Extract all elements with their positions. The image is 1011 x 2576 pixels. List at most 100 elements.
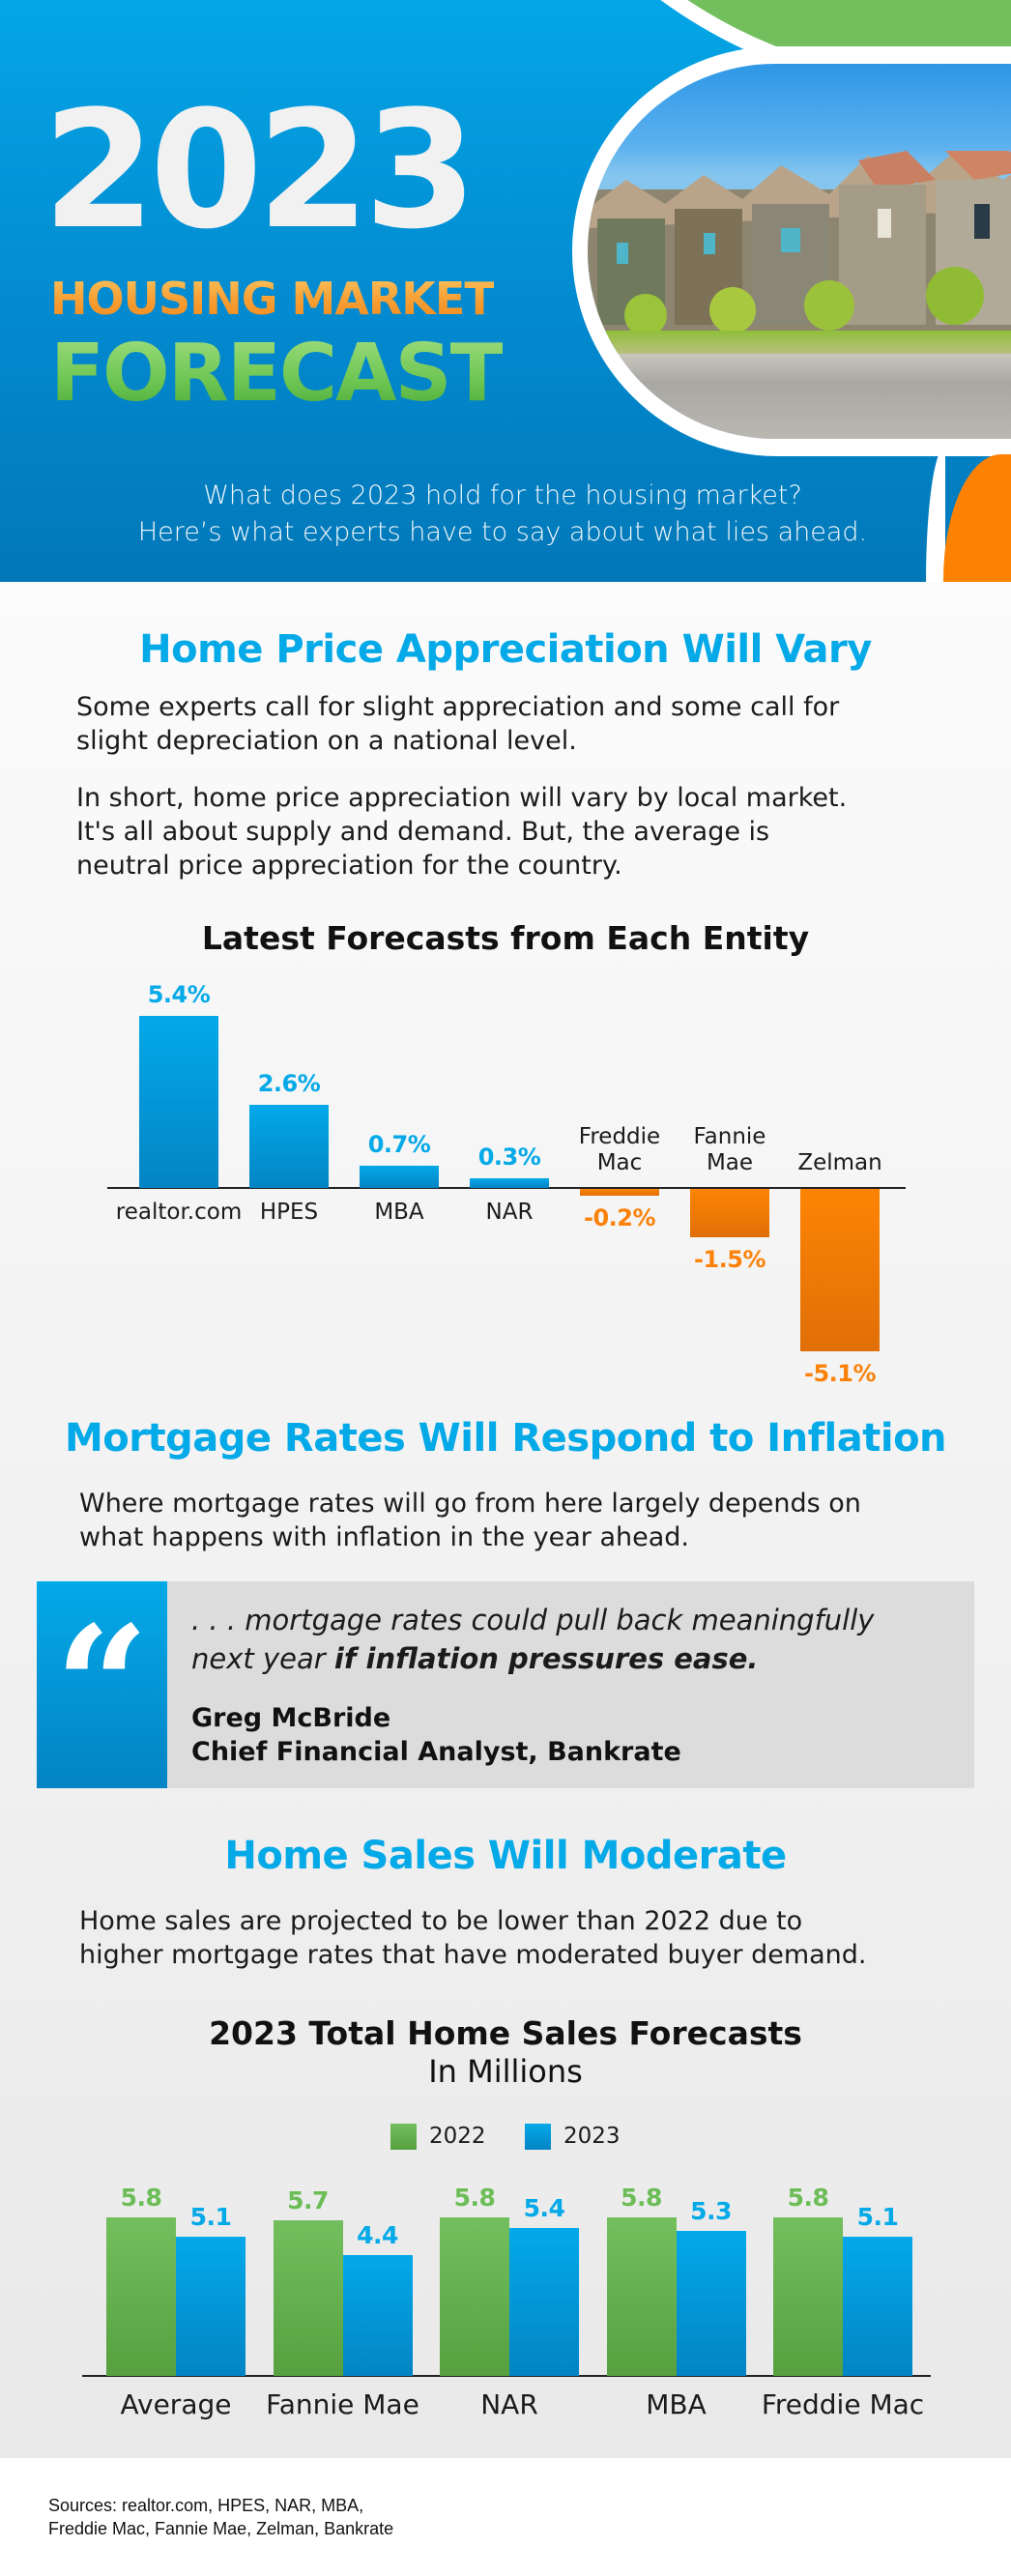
legend-swatch-2022: [390, 2124, 417, 2150]
section-heading-mortgage-rates: Mortgage Rates Will Respond to Inflation: [64, 1416, 947, 1461]
bar-2023: [176, 2236, 246, 2376]
hero-header: 2023 HOUSING MARKET FORECAST What does 2…: [0, 0, 1011, 582]
value-label-2023: 5.3: [690, 2197, 732, 2225]
category-label: Fannie Mae: [657, 1124, 802, 1176]
category-label: MBA: [327, 1200, 472, 1226]
bar-value-label: -1.5%: [693, 1245, 766, 1273]
chart-baseline: [82, 2375, 931, 2377]
legend-label-2022: 2022: [429, 2124, 486, 2149]
category-label: Freddie Mac: [547, 1124, 692, 1176]
category-label-line: Mac: [596, 1150, 643, 1175]
category-label-line: NAR: [485, 1200, 534, 1225]
quote-plain: next year: [191, 1642, 334, 1675]
bar-2022: [106, 2216, 176, 2376]
quote-callout: [37, 1581, 974, 1788]
sources-line-1: Sources: realtor.com, HPES, NAR, MBA,: [48, 2496, 364, 2515]
subtitle-line-2: Here’s what experts have to say about wh…: [137, 517, 868, 547]
category-label: Average: [120, 2388, 232, 2420]
bar-2: [360, 1165, 439, 1188]
section-heading-price-appreciation: Home Price Appreciation Will Vary: [139, 627, 872, 672]
bar-value-label: -0.2%: [583, 1204, 656, 1231]
title-forecast: FORECAST: [50, 328, 505, 420]
chart-baseline: [107, 1187, 906, 1189]
quote-line-1: . . . mortgage rates could pull back mea…: [191, 1604, 875, 1636]
home-sales-chart-title: 2023 Total Home Sales Forecasts: [209, 2014, 802, 2052]
bar-3: [470, 1178, 549, 1188]
bar-2023: [342, 2255, 413, 2376]
value-label-2023: 5.1: [856, 2202, 899, 2231]
quote-emphasis: if inflation pressures ease.: [333, 1642, 759, 1675]
mortgage-paragraph: Where mortgage rates will go from here l…: [79, 1487, 949, 1554]
text-line: Where mortgage rates will go from here l…: [79, 1489, 861, 1519]
legend-swatch-2023: [525, 2124, 551, 2150]
category-label-line: HPES: [259, 1200, 319, 1225]
section-heading-home-sales: Home Sales Will Moderate: [224, 1834, 787, 1878]
sources-line-2: Freddie Mac, Fannie Mae, Zelman, Bankrat…: [48, 2519, 394, 2538]
category-label: MBA: [646, 2388, 707, 2420]
bar-value-label: 0.3%: [477, 1143, 541, 1172]
bar-6: [800, 1189, 880, 1352]
value-label-2022: 5.8: [621, 2183, 662, 2212]
bar-value-label: 5.4%: [147, 980, 211, 1008]
value-label-2022: 5.8: [787, 2183, 829, 2212]
quote-mark-icon: “: [54, 1590, 150, 1783]
text-line: neutral price appreciation for the count…: [76, 851, 622, 881]
home-sales-chart-subtitle: In Millions: [428, 2053, 583, 2090]
value-label-2023: 5.4: [523, 2194, 565, 2223]
category-label-line: MBA: [374, 1200, 424, 1225]
value-label-2023: 4.4: [357, 2221, 398, 2250]
subtitle-line-1: What does 2023 hold for the housing mark…: [203, 480, 802, 510]
price-paragraph-2: In short, home price appreciation will v…: [76, 781, 946, 883]
text-line: In short, home price appreciation will v…: [76, 783, 848, 813]
bar-value-label: 0.7%: [367, 1130, 431, 1158]
quote-text: . . . mortgage rates could pull back mea…: [191, 1601, 965, 1678]
quote-line-2: next year if inflation pressures ease.: [191, 1639, 965, 1678]
category-label-line: Fannie: [693, 1124, 766, 1149]
value-label-2022: 5.8: [453, 2183, 496, 2212]
quote-attribution: Greg McBride Chief Financial Analyst, Ba…: [191, 1701, 965, 1769]
category-label-line: realtor.com: [115, 1200, 243, 1225]
houses-illustration: [588, 151, 1011, 344]
bar-2022: [773, 2216, 843, 2376]
bar-2023: [509, 2228, 579, 2376]
bar-5: [690, 1189, 769, 1237]
bar-4: [580, 1189, 659, 1196]
value-label-2023: 5.1: [189, 2202, 232, 2231]
bar-0: [139, 1015, 218, 1188]
category-label-line: Zelman: [797, 1150, 882, 1175]
value-label-2022: 5.8: [120, 2183, 162, 2212]
bar-value-label: 2.6%: [257, 1070, 321, 1098]
sources-footnote: Sources: realtor.com, HPES, NAR, MBA, Fr…: [48, 2494, 628, 2540]
text-line: higher mortgage rates that have moderate…: [79, 1940, 867, 1970]
category-label: realtor.com: [106, 1200, 251, 1226]
road: [588, 354, 1011, 439]
quote-author-name: Greg McBride: [191, 1703, 391, 1733]
text-line: slight depreciation on a national level.: [76, 726, 577, 756]
houses-photo: [588, 64, 1011, 439]
home-sales-paragraph: Home sales are projected to be lower tha…: [79, 1904, 949, 1972]
content-background: [0, 582, 1011, 2458]
bar-value-label: -5.1%: [803, 1360, 877, 1388]
forecast-chart-title: Latest Forecasts from Each Entity: [201, 919, 810, 957]
text-line: It's all about supply and demand. But, t…: [76, 817, 770, 847]
bar-2022: [440, 2216, 509, 2376]
category-label: NAR: [480, 2388, 538, 2420]
category-label: NAR: [437, 1200, 582, 1226]
value-label-2022: 5.7: [287, 2185, 329, 2214]
legend-label-2023: 2023: [563, 2124, 621, 2149]
category-label: Freddie Mac: [761, 2388, 925, 2420]
title-year: 2023: [43, 75, 477, 265]
category-label-line: Freddie: [578, 1124, 661, 1149]
category-label-line: Mae: [706, 1150, 754, 1175]
text-line: Home sales are projected to be lower tha…: [79, 1906, 803, 1936]
title-housing-market: HOUSING MARKET: [50, 273, 495, 325]
bar-2022: [273, 2219, 343, 2376]
category-label: Fannie Mae: [266, 2388, 419, 2420]
bar-2023: [843, 2236, 912, 2376]
quote-author-title: Chief Financial Analyst, Bankrate: [191, 1737, 681, 1767]
category-label: HPES: [217, 1200, 361, 1226]
text-line: what happens with inflation in the year …: [79, 1522, 689, 1552]
text-line: Some experts call for slight appreciatio…: [76, 692, 840, 722]
quote-mark-panel: [37, 1581, 167, 1788]
bar-2023: [676, 2231, 746, 2376]
